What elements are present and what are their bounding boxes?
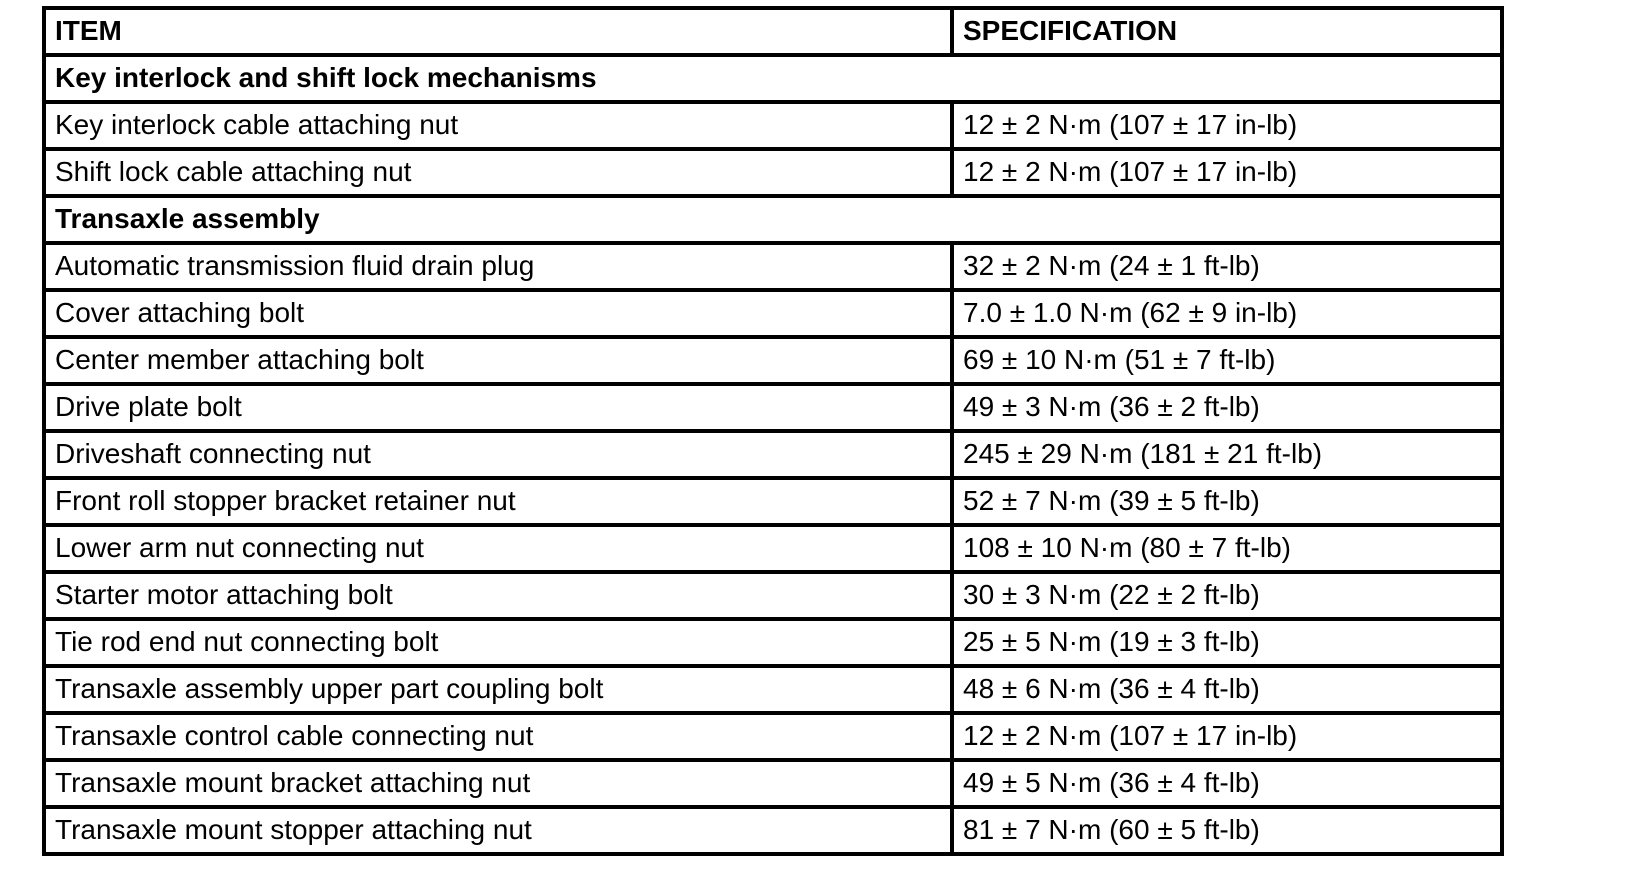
table-row: Automatic transmission fluid drain plug … [42,241,1504,292]
table-row: Center member attaching bolt 69 ± 10 N·m… [42,335,1504,386]
item-cell: Lower arm nut connecting nut [42,523,954,574]
spec-cell: 12 ± 2 N·m (107 ± 17 in-lb) [950,100,1504,151]
spec-cell: 49 ± 5 N·m (36 ± 4 ft-lb) [950,758,1504,809]
spec-cell: 69 ± 10 N·m (51 ± 7 ft-lb) [950,335,1504,386]
table-row: Starter motor attaching bolt 30 ± 3 N·m … [42,570,1504,621]
spec-cell: 25 ± 5 N·m (19 ± 3 ft-lb) [950,617,1504,668]
spec-cell: 81 ± 7 N·m (60 ± 5 ft-lb) [950,805,1504,856]
spec-cell: 48 ± 6 N·m (36 ± 4 ft-lb) [950,664,1504,715]
item-cell: Transaxle mount stopper attaching nut [42,805,954,856]
table-row: Drive plate bolt 49 ± 3 N·m (36 ± 2 ft-l… [42,382,1504,433]
table-row: Shift lock cable attaching nut 12 ± 2 N·… [42,147,1504,198]
item-cell: Center member attaching bolt [42,335,954,386]
item-cell: Transaxle assembly upper part coupling b… [42,664,954,715]
spec-cell: 7.0 ± 1.0 N·m (62 ± 9 in-lb) [950,288,1504,339]
table-row: Cover attaching bolt 7.0 ± 1.0 N·m (62 ±… [42,288,1504,339]
spec-cell: 12 ± 2 N·m (107 ± 17 in-lb) [950,147,1504,198]
section-header-row: Transaxle assembly [42,194,1504,245]
table-row: Driveshaft connecting nut 245 ± 29 N·m (… [42,429,1504,480]
spec-cell: 30 ± 3 N·m (22 ± 2 ft-lb) [950,570,1504,621]
section-header-row: Key interlock and shift lock mechanisms [42,53,1504,104]
item-cell: Front roll stopper bracket retainer nut [42,476,954,527]
section-title-key-interlock: Key interlock and shift lock mechanisms [42,53,1504,104]
table-row: Key interlock cable attaching nut 12 ± 2… [42,100,1504,151]
spec-cell: 52 ± 7 N·m (39 ± 5 ft-lb) [950,476,1504,527]
table-row: Transaxle mount stopper attaching nut 81… [42,805,1504,856]
item-cell: Cover attaching bolt [42,288,954,339]
spec-cell: 49 ± 3 N·m (36 ± 2 ft-lb) [950,382,1504,433]
spec-cell: 32 ± 2 N·m (24 ± 1 ft-lb) [950,241,1504,292]
section-title-transaxle-assembly: Transaxle assembly [42,194,1504,245]
spec-cell: 108 ± 10 N·m (80 ± 7 ft-lb) [950,523,1504,574]
table-row: Front roll stopper bracket retainer nut … [42,476,1504,527]
column-header-specification: SPECIFICATION [950,6,1504,57]
item-cell: Starter motor attaching bolt [42,570,954,621]
table-row: Transaxle control cable connecting nut 1… [42,711,1504,762]
item-cell: Shift lock cable attaching nut [42,147,954,198]
spec-cell: 12 ± 2 N·m (107 ± 17 in-lb) [950,711,1504,762]
table-row: Transaxle mount bracket attaching nut 49… [42,758,1504,809]
item-cell: Transaxle mount bracket attaching nut [42,758,954,809]
table-header-row: ITEM SPECIFICATION [42,6,1504,57]
table-row: Lower arm nut connecting nut 108 ± 10 N·… [42,523,1504,574]
item-cell: Drive plate bolt [42,382,954,433]
item-cell: Tie rod end nut connecting bolt [42,617,954,668]
table-row: Transaxle assembly upper part coupling b… [42,664,1504,715]
item-cell: Transaxle control cable connecting nut [42,711,954,762]
item-cell: Automatic transmission fluid drain plug [42,241,954,292]
torque-specification-table: ITEM SPECIFICATION Key interlock and shi… [42,6,1504,856]
table-row: Tie rod end nut connecting bolt 25 ± 5 N… [42,617,1504,668]
item-cell: Driveshaft connecting nut [42,429,954,480]
spec-cell: 245 ± 29 N·m (181 ± 21 ft-lb) [950,429,1504,480]
item-cell: Key interlock cable attaching nut [42,100,954,151]
column-header-item: ITEM [42,6,954,57]
